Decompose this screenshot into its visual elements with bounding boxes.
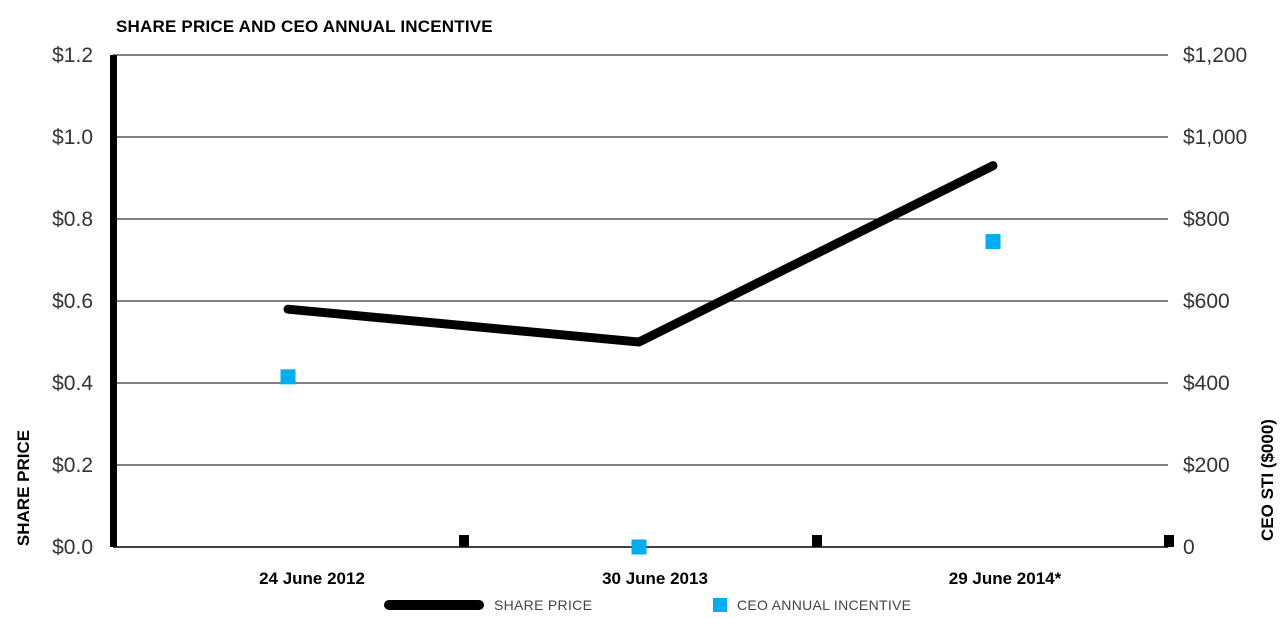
y-left-tick-label: $0.4 bbox=[52, 372, 93, 395]
x-tick-mark bbox=[1164, 535, 1174, 547]
ceo-incentive-point bbox=[631, 539, 647, 555]
ceo-incentive-point bbox=[280, 369, 296, 385]
y-left-tick-label: $0.0 bbox=[52, 536, 93, 559]
x-category-label: 24 June 2012 bbox=[259, 569, 365, 588]
legend-label-share-price: SHARE PRICE bbox=[494, 597, 593, 613]
y-right-tick-label: $400 bbox=[1183, 372, 1230, 395]
legend-label-ceo-annual-incentive: CEO ANNUAL INCENTIVE bbox=[737, 597, 912, 613]
legend-item-ceo-annual-incentive: CEO ANNUAL INCENTIVE bbox=[713, 597, 911, 613]
y-left-tick-label: $0.6 bbox=[52, 290, 93, 313]
legend-swatch-ceo-annual-incentive bbox=[713, 598, 727, 612]
y-left-tick-label: $1.0 bbox=[52, 126, 93, 149]
legend-item-share-price: SHARE PRICE bbox=[384, 597, 592, 613]
share-price-line bbox=[283, 161, 998, 347]
x-tick-mark bbox=[459, 535, 469, 547]
y-right-tick-label: $800 bbox=[1183, 208, 1230, 231]
y-left-tick-label: $0.2 bbox=[52, 454, 93, 477]
y-left-tick-label: $0.8 bbox=[52, 208, 93, 231]
y-left-tick-label: $1.2 bbox=[52, 44, 93, 67]
y-axis-left-line bbox=[110, 55, 117, 547]
chart-title: SHARE PRICE AND CEO ANNUAL INCENTIVE bbox=[116, 17, 493, 36]
x-category-label: 29 June 2014* bbox=[949, 569, 1062, 588]
ceo-incentive-point bbox=[985, 234, 1001, 250]
y-right-tick-label: $200 bbox=[1183, 454, 1230, 477]
y-right-tick-label: $600 bbox=[1183, 290, 1230, 313]
y-right-tick-label: $1,200 bbox=[1183, 44, 1247, 67]
x-tick-mark bbox=[812, 535, 822, 547]
x-category-label: 30 June 2013 bbox=[602, 569, 708, 588]
y-right-tick-label: 0 bbox=[1183, 536, 1195, 559]
legend-swatch-share-price bbox=[384, 600, 484, 610]
y-right-tick-label: $1,000 bbox=[1183, 126, 1247, 149]
